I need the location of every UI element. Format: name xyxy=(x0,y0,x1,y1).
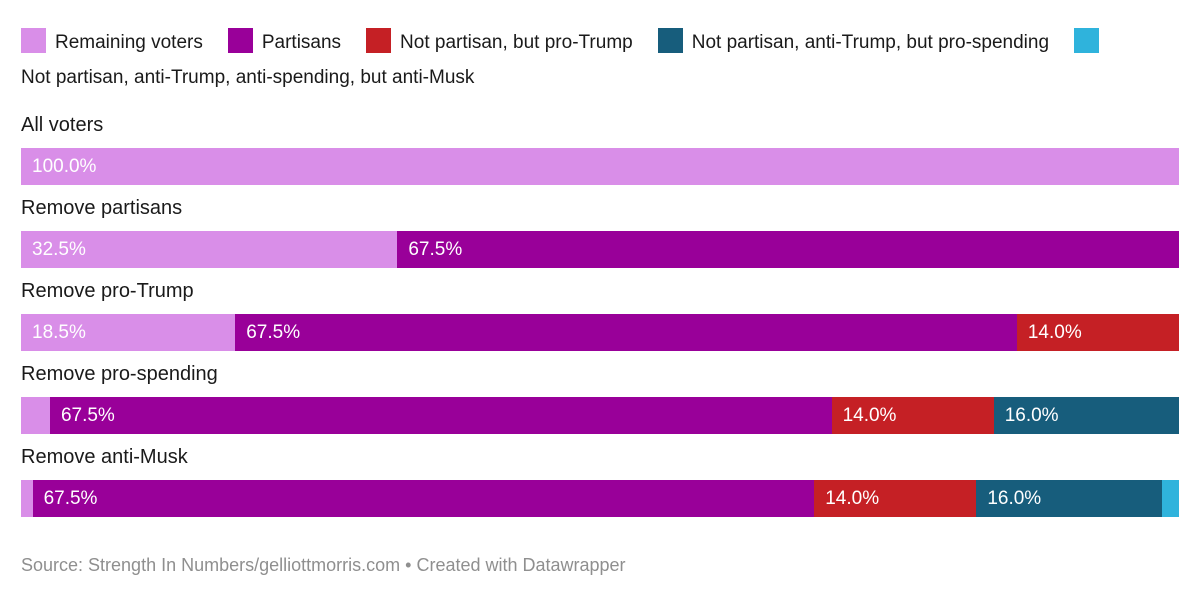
legend-swatch-icon xyxy=(227,28,253,53)
legend-item-label: Not partisan, but pro-Trump xyxy=(400,32,633,53)
bar-segment: 14.0% xyxy=(1016,314,1179,351)
bar-value-label: 32.5% xyxy=(32,239,86,260)
bar-value-label: 67.5% xyxy=(246,322,301,343)
bar-segment: 14.0% xyxy=(814,480,977,517)
chart-row: Remove pro-Trump 18.5% 67.5% 14.0% xyxy=(21,268,1179,351)
category-label: Remove partisans xyxy=(21,197,183,219)
chart-container: Remaining voters Partisans Not partisan, b… xyxy=(21,25,1179,575)
bar-segment: 18.5% xyxy=(21,314,236,351)
bar-segment: 16.0% xyxy=(993,397,1179,434)
bar-segment: 32.5% xyxy=(21,231,398,268)
legend-item-label: Not partisan, anti-Trump, anti-spending,… xyxy=(21,67,475,88)
category-label: Remove pro-Trump xyxy=(21,280,194,302)
bar-value-label: 18.5% xyxy=(32,322,86,343)
bar-segment: 100.0% xyxy=(21,148,1179,185)
bar-segment: 14.0% xyxy=(831,397,994,434)
legend: Remaining voters Partisans Not partisan, b… xyxy=(21,25,1121,95)
legend-item: Not partisan, but pro-Trump xyxy=(366,28,633,53)
stacked-bar: 67.5% 14.0% 16.0% xyxy=(21,480,1179,517)
stacked-bar: 18.5% 67.5% 14.0% xyxy=(21,314,1179,351)
legend-item-label: Partisans xyxy=(261,32,342,53)
bar-segment: 67.5% xyxy=(32,480,815,517)
legend-item: Not partisan, anti-Trump, but pro-spendi… xyxy=(657,28,1050,53)
bar-segment: 16.0% xyxy=(976,480,1162,517)
bar-segment: 67.5% xyxy=(49,397,832,434)
bar-segment: 67.5% xyxy=(397,231,1179,268)
legend-item-label: Remaining voters xyxy=(55,32,203,53)
bar-value-label: 16.0% xyxy=(1004,405,1059,426)
bar-value-label: 16.0% xyxy=(987,488,1042,509)
source-attribution: Source: Strength In Numbers/gelliottmorr… xyxy=(21,555,626,575)
stacked-bar: 32.5% 67.5% xyxy=(21,231,1179,268)
bar-value-label: 67.5% xyxy=(60,405,115,426)
bar-segment xyxy=(21,480,33,517)
bar-segment xyxy=(21,397,50,434)
legend-item-label: Not partisan, anti-Trump, but pro-spendi… xyxy=(691,32,1050,53)
legend-item: Partisans xyxy=(227,28,342,53)
bar-value-label: 67.5% xyxy=(408,239,463,260)
chart-row: All voters 100.0% xyxy=(21,102,1179,185)
category-label: Remove pro-spending xyxy=(21,363,218,385)
stacked-bar: 100.0% xyxy=(21,148,1179,185)
chart-row: Remove partisans 32.5% 67.5% xyxy=(21,185,1179,268)
bar-segment: 67.5% xyxy=(235,314,1017,351)
legend-swatch-icon xyxy=(21,28,46,53)
bar-value-label: 100.0% xyxy=(32,156,97,177)
legend-swatch-icon xyxy=(366,28,392,53)
legend-item: Remaining voters xyxy=(21,28,203,53)
bar-value-label: 67.5% xyxy=(43,488,98,509)
legend-swatch-icon xyxy=(1074,28,1100,53)
bar-rows: All voters 100.0% Remove partisans 32.5% 67.… xyxy=(21,102,1179,517)
bar-segment xyxy=(1161,480,1179,517)
category-label: All voters xyxy=(21,114,104,136)
legend-item: Not partisan, anti-Trump, anti-spending,… xyxy=(21,28,1108,88)
bar-value-label: 14.0% xyxy=(825,488,880,509)
bar-value-label: 14.0% xyxy=(1027,322,1082,343)
stacked-bar: 67.5% 14.0% 16.0% xyxy=(21,397,1179,434)
legend-swatch-icon xyxy=(657,28,683,53)
bar-value-label: 14.0% xyxy=(842,405,897,426)
chart-row: Remove pro-spending 67.5% 14.0% 16.0% xyxy=(21,351,1179,434)
chart-row: Remove anti-Musk 67.5% 14.0% 16.0% xyxy=(21,434,1179,517)
category-label: Remove anti-Musk xyxy=(21,446,188,468)
